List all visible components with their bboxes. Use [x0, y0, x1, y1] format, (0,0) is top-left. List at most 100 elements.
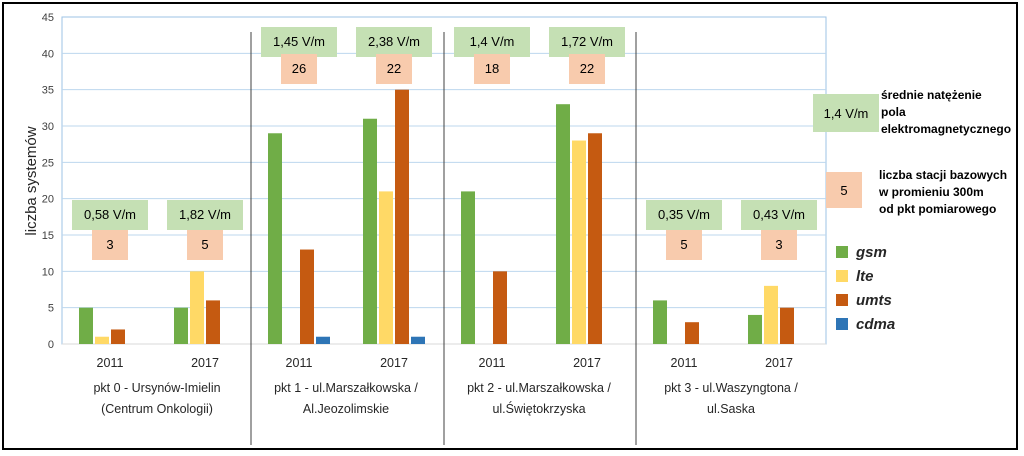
field-strength-box	[356, 27, 432, 57]
group-label: Al.Jeozolimskie	[303, 402, 389, 416]
stations-count-label: 22	[580, 61, 594, 76]
stations-box	[761, 230, 797, 260]
bar-gsm	[556, 104, 570, 344]
bar-lte	[379, 191, 393, 344]
field-strength-label: 2,38 V/m	[368, 34, 420, 49]
field-strength-label: 0,43 V/m	[753, 207, 805, 222]
year-label: 2011	[671, 356, 698, 370]
stations-count-label: 18	[485, 61, 499, 76]
legend-label-lte: lte	[856, 268, 874, 285]
year-label: 2011	[97, 356, 124, 370]
field-strength-box	[646, 200, 722, 230]
group-label: pkt 0 - Ursynów-Imielin	[93, 381, 220, 395]
field-strength-box	[72, 200, 148, 230]
legend-field-text: pola	[881, 105, 906, 119]
field-strength-label: 1,72 V/m	[561, 34, 613, 49]
field-strength-label: 1,4 V/m	[470, 34, 515, 49]
bar-umts	[395, 89, 409, 345]
year-label: 2017	[380, 356, 408, 370]
field-strength-label: 0,58 V/m	[84, 207, 136, 222]
year-label: 2017	[191, 356, 219, 370]
bar-cdma	[316, 336, 330, 344]
bar-gsm	[653, 300, 667, 344]
bar-gsm	[174, 307, 188, 344]
bar-gsm	[268, 133, 282, 344]
stations-box	[569, 54, 605, 84]
year-label: 2017	[573, 356, 601, 370]
legend-stations-text: liczba stacji bazowych	[879, 168, 1007, 182]
bar-umts	[206, 300, 220, 344]
legend-field-text: elektromagnetycznego	[881, 122, 1011, 136]
field-strength-label: 1,45 V/m	[273, 34, 325, 49]
field-strength-label: 0,35 V/m	[658, 207, 710, 222]
field-strength-box	[261, 27, 337, 57]
bar-gsm	[461, 191, 475, 344]
group-label: (Centrum Onkologii)	[101, 402, 213, 416]
legend-stations-sample: 5	[840, 183, 847, 198]
y-tick-label: 35	[42, 85, 54, 97]
field-strength-label: 1,82 V/m	[179, 207, 231, 222]
stations-box	[92, 230, 128, 260]
group-label: ul.Świętokrzyska	[492, 401, 585, 416]
y-tick-label: 30	[42, 121, 54, 133]
legend-label-cdma: cdma	[856, 316, 895, 333]
field-strength-box	[454, 27, 530, 57]
legend-stations-box	[826, 172, 862, 208]
legend-label-gsm: gsm	[855, 244, 887, 261]
stations-count-label: 22	[387, 61, 401, 76]
group-label: ul.Saska	[707, 402, 755, 416]
group-label: pkt 2 - ul.Marszałkowska /	[467, 381, 611, 395]
y-tick-label: 40	[42, 48, 54, 60]
y-axis-title: liczba systemów	[23, 126, 40, 235]
bar-gsm	[363, 118, 377, 344]
group-label: pkt 3 - ul.Waszyngtona /	[664, 381, 798, 395]
stations-count-label: 3	[106, 237, 113, 252]
legend-swatch-lte	[836, 270, 848, 282]
field-strength-box	[167, 200, 243, 230]
stations-box	[474, 54, 510, 84]
legend-label-umts: umts	[856, 292, 892, 309]
bar-lte	[764, 285, 778, 344]
stations-count-label: 3	[775, 237, 782, 252]
bar-umts	[111, 329, 125, 344]
bar-lte	[190, 271, 204, 344]
group-label: pkt 1 - ul.Marszałkowska /	[274, 381, 418, 395]
year-label: 2017	[765, 356, 793, 370]
legend-field-text: średnie natężenie	[881, 88, 982, 102]
bar-umts	[493, 271, 507, 344]
y-tick-label: 10	[42, 266, 54, 278]
field-strength-box	[741, 200, 817, 230]
legend-swatch-cdma	[836, 318, 848, 330]
stations-count-label: 5	[201, 237, 208, 252]
y-tick-label: 20	[42, 194, 54, 206]
bar-gsm	[79, 307, 93, 344]
stations-box	[666, 230, 702, 260]
bar-umts	[780, 307, 794, 344]
bar-umts	[685, 322, 699, 344]
stations-count-label: 26	[292, 61, 306, 76]
bar-umts	[588, 133, 602, 344]
bar-lte	[572, 140, 586, 344]
year-label: 2011	[479, 356, 506, 370]
legend-stations-text: w promieniu 300m	[878, 185, 984, 199]
y-tick-label: 5	[48, 303, 54, 315]
field-strength-box	[549, 27, 625, 57]
legend-stations-text: od pkt pomiarowego	[879, 202, 996, 216]
legend-field-box	[813, 94, 879, 132]
y-tick-label: 15	[42, 230, 54, 242]
legend-swatch-umts	[836, 294, 848, 306]
legend-swatch-gsm	[836, 246, 848, 258]
stations-box	[376, 54, 412, 84]
stations-box	[281, 54, 317, 84]
y-tick-label: 45	[42, 12, 54, 24]
stations-box	[187, 230, 223, 260]
bar-gsm	[748, 314, 762, 344]
bar-lte	[95, 336, 109, 344]
legend-field-sample: 1,4 V/m	[824, 106, 869, 121]
y-tick-label: 25	[42, 157, 54, 169]
bar-umts	[300, 249, 314, 344]
y-tick-label: 0	[48, 339, 54, 351]
year-label: 2011	[286, 356, 313, 370]
stations-count-label: 5	[680, 237, 687, 252]
